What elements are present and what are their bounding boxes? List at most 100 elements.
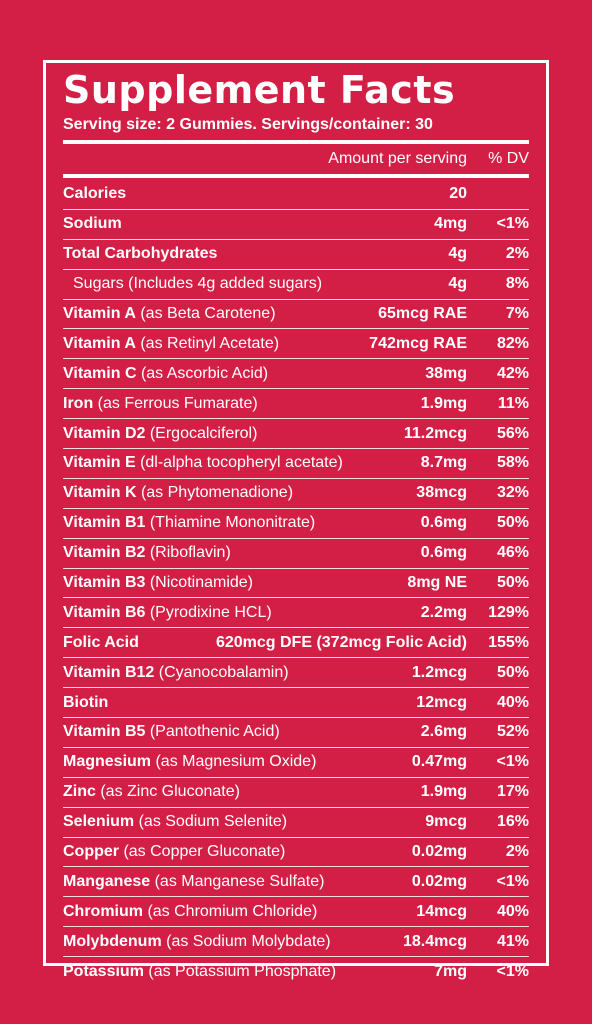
nutrient-amount: 9mcg (425, 813, 467, 831)
nutrient-amount: 0.6mg (420, 544, 467, 562)
nutrient-label: Manganese (63, 872, 151, 890)
nutrient-dv: 50% (496, 574, 529, 592)
nutrient-dv: <1% (496, 215, 529, 233)
nutrient-label: Vitamin A (63, 334, 136, 352)
nutrient-amount: 4g (448, 275, 467, 293)
nutrient-label: Vitamin C (63, 364, 137, 382)
serving-info: Serving size: 2 Gummies. Servings/contai… (63, 116, 433, 133)
nutrient-amount: 14mcg (416, 902, 467, 920)
nutrient-amount: 0.47mg (411, 753, 467, 771)
nutrient-dv: 52% (496, 723, 529, 741)
nutrient-amount: 1.9mg (420, 394, 467, 412)
nutrient-label: Vitamin B6 (63, 603, 146, 621)
divider (63, 174, 529, 178)
nutrient-amount: 38mg (425, 364, 467, 382)
nutrient-name: Vitamin B5 (Pantothenic Acid) (63, 723, 421, 741)
nutrient-name: Iron (as Ferrous Fumarate) (63, 395, 421, 413)
dv-header: % DV (488, 150, 529, 167)
nutrient-row: Copper (as Copper Gluconate) 0.02mg 2% (63, 836, 529, 867)
nutrient-dv: 46% (496, 544, 529, 562)
nutrient-row: Zinc (as Zinc Gluconate) 1.9mg 17% (63, 776, 529, 807)
nutrient-name: Vitamin B2 (Riboflavin) (63, 544, 421, 562)
nutrient-source: (as Sodium Molybdate) (161, 932, 331, 950)
nutrient-label: Vitamin K (63, 484, 137, 502)
nutrient-source: (as Copper Gluconate) (119, 843, 286, 861)
nutrient-label: Vitamin D2 (63, 424, 146, 442)
nutrient-dv: 32% (496, 484, 529, 502)
nutrient-name: Vitamin B12 (Cyanocobalamin) (63, 664, 412, 682)
nutrient-dv: 40% (496, 693, 529, 711)
nutrient-label: Vitamin B2 (63, 544, 146, 562)
nutrient-name: Potassium (as Potassium Phosphate) (63, 963, 434, 981)
nutrient-source: (as Magnesium Oxide) (151, 753, 317, 771)
nutrient-amount: 1.9mg (420, 783, 467, 801)
nutrient-source: (as Phytomenadione) (136, 484, 294, 502)
nutrient-row: Total Carbohydrates 4g 2% (63, 238, 529, 269)
nutrient-amount: 12mcg (416, 693, 467, 711)
nutrient-dv: <1% (496, 962, 529, 980)
nutrient-source: (as Beta Carotene) (135, 305, 276, 322)
nutrient-name: Vitamin B1 (Thiamine Mononitrate) (63, 514, 421, 532)
nutrient-row: Vitamin B6 (Pyrodixine HCL) 2.2mg 129% (63, 597, 529, 627)
nutrient-amount: 8.7mg (420, 454, 467, 472)
nutrient-name: Total Carbohydrates (63, 245, 448, 263)
nutrient-amount: 742mcg RAE (369, 334, 467, 352)
nutrient-row: Potassium (as Potassium Phosphate) 7mg <1% (63, 956, 529, 986)
nutrient-name: Vitamin C (as Ascorbic Acid) (63, 365, 425, 383)
nutrient-name: Folic Acid (63, 634, 216, 652)
nutrient-source: (Ergocalciferol) (145, 424, 258, 442)
nutrient-name: Vitamin B3 (Nicotinamide) (63, 574, 407, 592)
nutrient-dv: 129% (488, 603, 529, 621)
nutrient-dv: <1% (496, 872, 529, 890)
nutrient-source: (as Ascorbic Acid) (136, 364, 269, 382)
nutrient-name: Molybdenum (as Sodium Molybdate) (63, 933, 403, 951)
nutrient-dv: 58% (496, 454, 529, 472)
nutrient-name: Vitamin D2 (Ergocalciferol) (63, 425, 404, 443)
nutrient-label: Folic Acid (63, 633, 139, 651)
nutrient-label: Biotin (63, 693, 109, 711)
nutrient-label: Copper (63, 843, 119, 861)
nutrient-label: Total Carbohydrates (63, 245, 218, 263)
nutrient-dv: 56% (496, 424, 529, 442)
nutrient-amount: 2.6mg (420, 723, 467, 741)
nutrient-dv: 11% (497, 394, 529, 412)
nutrient-source: (Pantothenic Acid) (145, 723, 280, 741)
nutrient-name: Sodium (63, 215, 434, 233)
nutrient-amount: 0.6mg (420, 514, 467, 532)
nutrient-dv: 17% (496, 783, 529, 801)
nutrient-dv: 8% (505, 275, 529, 293)
nutrient-row: Molybdenum (as Sodium Molybdate) 18.4mcg 4… (63, 926, 529, 956)
nutrient-dv: 50% (496, 514, 529, 532)
divider (63, 140, 529, 144)
nutrient-dv: 41% (496, 932, 529, 950)
nutrient-row: Iron (as Ferrous Fumarate) 1.9mg 11% (63, 388, 529, 418)
nutrient-label: Iron (63, 394, 94, 412)
nutrient-source: (as Manganese Sulfate) (150, 872, 325, 890)
nutrient-source: (as Chromium Chloride) (143, 902, 318, 920)
nutrient-dv: 155% (488, 633, 529, 651)
nutrient-name: Vitamin K (as Phytomenadione) (63, 484, 416, 502)
nutrient-label: Molybdenum (63, 932, 162, 950)
nutrient-name: Vitamin E (dl-alpha tocopheryl acetate) (63, 454, 421, 472)
nutrient-row: Vitamin B1 (Thiamine Mononitrate) 0.6mg 50… (63, 507, 529, 538)
nutrient-name: Copper (as Copper Gluconate) (63, 843, 412, 861)
nutrient-label: Vitamin E (63, 454, 136, 472)
nutrient-row: Calories 20 (63, 180, 529, 209)
nutrient-source: (Thiamine Mononitrate) (145, 514, 316, 532)
nutrient-row: Vitamin B3 (Nicotinamide) 8mg NE 50% (63, 567, 529, 598)
nutrient-label: Vitamin B3 (63, 574, 146, 592)
nutrient-source: (Pyrodixine HCL) (145, 603, 272, 621)
nutrient-dv: 50% (496, 663, 529, 681)
nutrient-row: Vitamin E (dl-alpha tocopheryl acetate) 8… (63, 448, 529, 478)
nutrient-label: Chromium (63, 902, 143, 920)
nutrient-source: (Cyanocobalamin) (154, 663, 289, 681)
nutrient-amount: 0.02mg (411, 843, 467, 861)
nutrient-dv: 2% (505, 245, 529, 263)
nutrient-label: Vitamin B12 (63, 663, 155, 681)
nutrient-label: Vitamin B5 (63, 723, 146, 741)
nutrient-dv: 7% (505, 305, 529, 322)
nutrient-name: Vitamin B6 (Pyrodixine HCL) (63, 604, 421, 622)
nutrient-row: Folic Acid 620mcg DFE (372mcg Folic Acid)… (63, 627, 529, 657)
column-header: Amount per serving % DV (63, 144, 529, 174)
nutrient-source: (as Ferrous Fumarate) (93, 394, 258, 412)
